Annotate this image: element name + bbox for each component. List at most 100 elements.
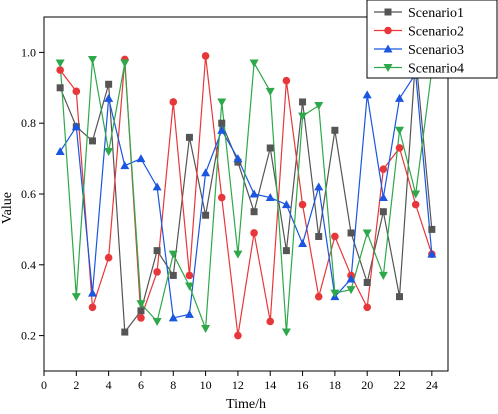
data-point-scenario4 — [395, 126, 405, 135]
data-point-scenario1 — [363, 279, 371, 286]
data-point-scenario3 — [314, 182, 324, 191]
data-point-scenario1 — [250, 208, 258, 216]
legend-label-scenario4: Scenario4 — [408, 62, 464, 77]
x-tick-label: 14 — [264, 378, 276, 392]
data-point-scenario4 — [120, 59, 130, 68]
x-tick-label: 20 — [361, 378, 373, 392]
legend-marker-scenario4 — [383, 64, 393, 72]
data-point-scenario3 — [362, 90, 372, 99]
data-point-scenario2 — [169, 98, 178, 106]
data-point-scenario4 — [249, 59, 259, 68]
x-tick-label: 4 — [106, 378, 112, 392]
data-point-scenario1 — [88, 137, 96, 145]
data-point-scenario3 — [71, 122, 81, 131]
y-tick-label: 0.6 — [21, 187, 36, 201]
y-tick-label: 1.0 — [21, 45, 36, 59]
data-point-scenario1 — [105, 80, 113, 88]
data-point-scenario1 — [396, 293, 404, 301]
data-point-scenario1 — [137, 307, 145, 315]
x-axis-title: Time/h — [226, 397, 266, 412]
data-point-scenario2 — [72, 87, 81, 96]
y-axis-title: Value — [0, 192, 15, 224]
data-point-scenario1 — [185, 133, 193, 141]
data-point-scenario1 — [428, 225, 436, 233]
data-point-scenario4 — [201, 325, 211, 334]
data-point-scenario4 — [362, 229, 372, 238]
data-point-scenario4 — [136, 300, 146, 309]
data-point-scenario4 — [55, 59, 65, 68]
data-point-scenario4 — [168, 250, 178, 259]
legend-label-scenario1: Scenario1 — [408, 6, 464, 21]
x-tick-label: 12 — [232, 378, 244, 392]
data-point-scenario1 — [299, 98, 307, 106]
data-point-scenario1 — [153, 247, 161, 255]
data-point-scenario1 — [202, 211, 210, 219]
data-point-scenario3 — [152, 182, 162, 191]
data-point-scenario4 — [184, 282, 194, 291]
data-point-scenario4 — [87, 55, 97, 64]
data-point-scenario3 — [217, 125, 227, 134]
data-point-scenario4 — [411, 190, 421, 199]
data-point-scenario3 — [265, 193, 275, 202]
data-point-scenario2 — [234, 331, 242, 340]
data-point-scenario3 — [55, 147, 65, 156]
axes-ticks: 0 2 4 6 8 10 12 14 16 18 20 22 240.20.40.60.81.0 — [21, 45, 438, 392]
legend-label-scenario3: Scenario3 — [408, 43, 464, 58]
data-point-scenario2 — [331, 232, 339, 241]
data-point-scenario3 — [249, 189, 259, 198]
data-point-scenario2 — [411, 200, 420, 209]
data-point-scenario2 — [282, 76, 291, 85]
data-point-scenario2 — [104, 253, 113, 262]
data-point-scenario3 — [427, 249, 437, 258]
data-point-scenario1 — [121, 328, 129, 336]
data-point-scenario4 — [233, 250, 243, 259]
x-tick-label: 2 — [73, 378, 79, 392]
data-point-scenario2 — [395, 144, 404, 152]
data-point-scenario2 — [266, 317, 275, 326]
x-tick-label: 6 — [138, 378, 144, 392]
data-point-scenario4 — [71, 293, 81, 302]
data-point-scenario3 — [378, 193, 388, 202]
data-point-scenario2 — [137, 314, 145, 322]
x-tick-label: 10 — [200, 378, 212, 392]
data-point-scenario1 — [56, 84, 64, 92]
series-line-scenario3 — [59, 71, 433, 319]
y-tick-label: 0.2 — [21, 329, 36, 343]
data-point-scenario1 — [266, 144, 274, 152]
x-tick-label: 8 — [170, 378, 176, 392]
x-tick-label: 24 — [426, 378, 438, 392]
data-point-scenario3 — [184, 309, 194, 318]
data-point-scenario1 — [379, 208, 387, 216]
data-point-scenario3 — [104, 93, 114, 102]
data-point-scenario4 — [281, 328, 291, 337]
data-point-scenario3 — [346, 274, 356, 283]
data-point-scenario1 — [169, 271, 177, 279]
data-point-scenario1 — [315, 232, 323, 240]
data-point-scenario3 — [298, 239, 308, 248]
data-point-scenario1 — [331, 126, 339, 134]
legend-label-scenario2: Scenario2 — [408, 25, 464, 40]
legend-marker-scenario3 — [383, 44, 393, 53]
data-point-scenario3 — [120, 161, 130, 170]
legend-marker-scenario2 — [384, 26, 392, 35]
data-point-scenario2 — [185, 271, 194, 280]
data-point-scenario1 — [218, 119, 226, 127]
data-point-scenario3 — [136, 154, 146, 163]
data-point-scenario2 — [88, 303, 97, 312]
data-point-scenario4 — [314, 102, 324, 110]
series-lines — [59, 55, 433, 336]
x-tick-label: 22 — [394, 378, 406, 392]
data-point-scenario4 — [217, 98, 227, 107]
data-point-scenario2 — [153, 268, 161, 276]
data-point-scenario3 — [87, 288, 97, 297]
data-point-scenario3 — [201, 168, 211, 177]
data-point-scenario2 — [363, 303, 372, 312]
x-tick-label: 16 — [297, 378, 309, 392]
data-point-scenario3 — [281, 200, 291, 209]
series-markers — [55, 52, 437, 340]
data-point-scenario4 — [152, 317, 162, 326]
x-tick-label: 0 — [41, 378, 47, 392]
data-point-scenario3 — [233, 154, 243, 163]
data-point-scenario4 — [265, 87, 275, 96]
